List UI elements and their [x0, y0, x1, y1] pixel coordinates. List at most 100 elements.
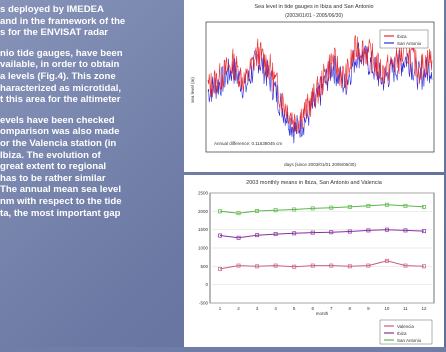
- x-tick-label: 11: [403, 306, 408, 311]
- legend: Ibiza San Antonio: [379, 29, 429, 49]
- text-line: haracterized as microtidal,: [0, 82, 122, 94]
- sea-level-chart: Sea level in tide gauges in Ibiza and Sa…: [190, 4, 435, 167]
- text-line: or the Valencia station (in: [0, 137, 117, 149]
- data-point-ibiza: [347, 229, 352, 234]
- text-line: t this area for the altimeter: [0, 94, 121, 106]
- monthly-means-chart-panel: 2003 monthly means in Ibiza, San Antonio…: [184, 175, 444, 347]
- data-point-valencia: [422, 264, 426, 269]
- legend-label-ibiza: Ibiza: [397, 34, 407, 39]
- data-point-valencia: [218, 266, 222, 271]
- data-point-san-antonio: [218, 209, 222, 214]
- series-lines: [218, 202, 426, 271]
- annotation: Annual difference: 0.11638045 cm: [214, 141, 282, 146]
- data-point-ibiza: [273, 232, 278, 237]
- data-point-san-antonio: [292, 207, 297, 212]
- x-tick-labels: 1 2 3 4 5 6 7 8 9 10 11 12: [219, 306, 427, 311]
- paragraph-2: nio tide gauges, have been vailable, in …: [0, 48, 182, 106]
- data-point-valencia: [310, 263, 315, 268]
- x-tick-label: 7: [330, 306, 333, 311]
- series-line-san-antonio: [219, 204, 425, 214]
- x-tick-label: 12: [421, 306, 427, 311]
- text-line: ta, the most important gap: [0, 207, 121, 219]
- data-point-valencia: [366, 263, 371, 268]
- data-point-san-antonio: [403, 203, 408, 208]
- data-point-ibiza: [384, 227, 389, 232]
- y-tick-label: 1000: [198, 246, 209, 251]
- x-tick-label: 8: [349, 306, 352, 311]
- x-tick-label: 3: [256, 306, 259, 311]
- monthly-means-chart: 2003 monthly means in Ibiza, San Antonio…: [198, 180, 435, 345]
- text-line: has to be rather similar: [0, 172, 106, 184]
- legend-label-san-antonio: San Antonio: [397, 338, 422, 343]
- text-line: omparison was also made: [0, 126, 120, 138]
- text-line: vailable, in order to obtain: [0, 59, 120, 71]
- series-line-san-antonio: [207, 42, 433, 144]
- y-tick-label: 0: [205, 282, 208, 287]
- x-tick-label: 1: [219, 306, 222, 311]
- data-point-san-antonio: [255, 209, 260, 213]
- x-axis-label: month: [316, 311, 329, 316]
- data-point-valencia: [347, 264, 352, 269]
- text-line: nm with respect to the tide: [0, 195, 122, 207]
- series-line-valencia: [219, 260, 425, 270]
- chart-title: Sea level in tide gauges in Ibiza and Sa…: [254, 4, 373, 10]
- text-line: s for the ENVISAT radar: [0, 27, 109, 39]
- data-point-ibiza: [310, 230, 315, 235]
- text-line: and in the framework of the: [0, 15, 126, 27]
- y-axis-label: sea level (m): [190, 77, 195, 103]
- x-tick-label: 10: [384, 306, 390, 311]
- legend: Valencia Ibiza San Antonio: [379, 319, 433, 345]
- chart-title: 2003 monthly means in Ibiza, San Antonio…: [246, 180, 383, 186]
- data-point-valencia: [292, 264, 297, 269]
- data-point-san-antonio: [273, 208, 278, 213]
- sea-level-chart-panel: Sea level in tide gauges in Ibiza and Sa…: [184, 0, 444, 172]
- data-point-ibiza: [255, 233, 260, 238]
- data-point-ibiza: [403, 228, 408, 233]
- series-line-ibiza: [207, 35, 433, 135]
- x-tick-label: 4: [274, 306, 277, 311]
- data-point-san-antonio: [422, 204, 426, 209]
- data-point-san-antonio: [236, 211, 241, 216]
- data-point-valencia: [255, 264, 260, 269]
- y-tick-labels: 2500 2000 1500 1000 500 0 -500: [198, 191, 209, 306]
- body-text-column: s deployed by IMEDEA and in the framewor…: [0, 4, 182, 228]
- x-tick-label: 6: [311, 306, 314, 311]
- data-point-valencia: [403, 263, 408, 268]
- text-line: great extent to regional: [0, 161, 107, 173]
- legend-box: [379, 319, 433, 345]
- data-point-san-antonio: [310, 206, 315, 211]
- data-point-ibiza: [366, 228, 371, 233]
- data-point-ibiza: [236, 235, 241, 240]
- data-point-valencia: [236, 263, 241, 268]
- paragraph-3: evels have been checked omparison was al…: [0, 115, 182, 219]
- chart-subtitle: (2003/01/01 - 2005/06/30): [285, 13, 343, 19]
- data-point-ibiza: [422, 229, 426, 234]
- x-tick-label: 9: [367, 306, 370, 311]
- text-line: s deployed by IMEDEA: [0, 4, 104, 15]
- data-point-valencia: [384, 258, 389, 263]
- y-tick-label: 2500: [198, 191, 209, 196]
- y-tick-label: 500: [200, 264, 208, 269]
- x-axis-label: days (since 2003/01/01 2005/06/30): [284, 162, 356, 167]
- text-line: a levels (Fig.4). This zone: [0, 70, 116, 82]
- legend-label-valencia: Valencia: [397, 324, 414, 329]
- legend-label-san-antonio: San Antonio: [397, 41, 422, 46]
- paragraph-1: s deployed by IMEDEA and in the framewor…: [0, 4, 182, 39]
- text-line: nio tide gauges, have been: [0, 47, 123, 59]
- y-tick-label: 1500: [198, 227, 209, 232]
- data-point-ibiza: [292, 231, 297, 236]
- text-line: evels have been checked: [0, 114, 115, 126]
- text-line: The annual mean sea level: [0, 184, 122, 196]
- series-line-ibiza: [219, 229, 425, 239]
- data-point-valencia: [273, 263, 278, 268]
- data-point-ibiza: [329, 230, 334, 235]
- x-tick-label: 2: [237, 306, 240, 311]
- data-point-san-antonio: [347, 204, 352, 209]
- data-point-ibiza: [218, 233, 222, 238]
- x-tick-label: 5: [293, 306, 296, 311]
- data-point-san-antonio: [329, 205, 334, 210]
- series-lines: [207, 35, 433, 144]
- text-line: Ibiza. The evolution of: [0, 149, 101, 161]
- data-point-san-antonio: [366, 203, 371, 208]
- y-tick-label: 2000: [198, 209, 209, 214]
